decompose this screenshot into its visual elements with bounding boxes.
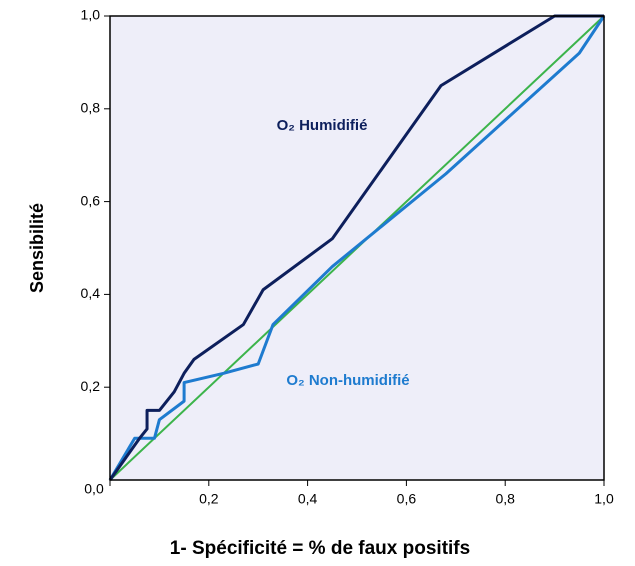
- y-tick-label: 1,0: [81, 7, 101, 23]
- y-tick-label: 0,6: [81, 192, 101, 208]
- plot-border: [109, 15, 605, 481]
- series-label: O₂ Non-humidifié: [286, 372, 409, 389]
- x-tick-label: 0,6: [397, 491, 417, 507]
- x-tick-label: 1,0: [594, 491, 614, 507]
- x-tick-label: 0,2: [199, 491, 219, 507]
- x-axis-label: 1- Spécificité = % de faux positifs: [170, 538, 470, 559]
- roc-line: [108, 14, 604, 481]
- x-tick-label: 0,8: [495, 491, 515, 507]
- y-tick-label: 0,8: [81, 100, 101, 116]
- roc-line: [108, 15, 606, 481]
- y-axis-label: Sensibilité: [27, 203, 47, 293]
- y-tick-label: 0,2: [81, 378, 101, 394]
- x-tick-label: 0,0: [84, 481, 104, 497]
- x-tick-label: 0,4: [298, 491, 318, 507]
- y-tick-label: 0,4: [81, 285, 101, 301]
- series-label: O₂ Humidifié: [277, 117, 368, 134]
